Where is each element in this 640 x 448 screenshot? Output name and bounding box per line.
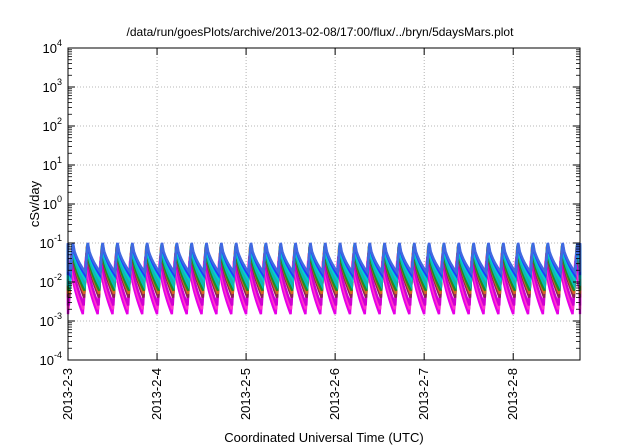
y-tick-label-exponent: -2 [54,272,62,282]
y-tick-label-base: 10 [43,80,57,95]
x-axis-label: Coordinated Universal Time (UTC) [224,430,423,445]
x-tick-label: 2013-2-5 [238,368,253,420]
y-tick-label-exponent: -1 [54,233,62,243]
series-line-3 [66,253,582,306]
y-tick-label: 10-4 [40,350,62,368]
series-line-6 [66,247,582,292]
y-tick-label: 10-3 [40,311,62,329]
y-tick-label: 102 [43,116,62,134]
x-tick-label: 2013-2-6 [327,368,342,420]
x-tick-label: 2013-2-8 [505,368,520,420]
y-tick-label: 103 [43,77,62,95]
chart-title: /data/run/goesPlots/archive/2013-02-08/1… [127,25,515,39]
y-tick-label-base: 10 [43,197,57,212]
x-tick-label: 2013-2-7 [416,368,431,420]
y-tick-label-exponent: 2 [57,116,62,126]
y-axis-label: cSv/day [27,180,42,227]
y-tick-label-exponent: 3 [57,77,62,87]
y-tick-label: 104 [43,38,62,56]
y-tick-label-base: 10 [40,353,54,368]
series-line-11 [66,242,582,276]
y-tick-label: 10-1 [40,233,62,251]
y-tick-label-exponent: -3 [54,311,62,321]
series-line-2 [66,256,582,310]
y-tick-label-exponent: 4 [57,38,62,48]
y-tick-label-base: 10 [40,236,54,251]
series-layer [66,242,582,315]
y-tick-label-base: 10 [43,119,57,134]
y-tick-label-exponent: 1 [57,155,62,165]
x-tick-label: 2013-2-3 [60,368,75,420]
y-tick-label-base: 10 [40,314,54,329]
x-tick-labels: 2013-2-3 2013-2-4 2013-2-5 2013-2-6 2013-2-7… [60,368,520,420]
y-tick-label-base: 10 [43,41,57,56]
grid [68,48,580,360]
ticks [67,47,580,361]
y-tick-label: 10-2 [40,272,62,290]
y-tick-label-exponent: -4 [54,350,62,360]
y-tick-label-base: 10 [43,158,57,173]
y-tick-label-base: 10 [40,275,54,290]
x-tick-label: 2013-2-4 [149,368,164,420]
y-tick-label-exponent: 0 [57,194,62,204]
y-tick-label: 101 [43,155,62,173]
series-line-1 [66,260,582,315]
y-tick-label: 100 [43,194,62,212]
